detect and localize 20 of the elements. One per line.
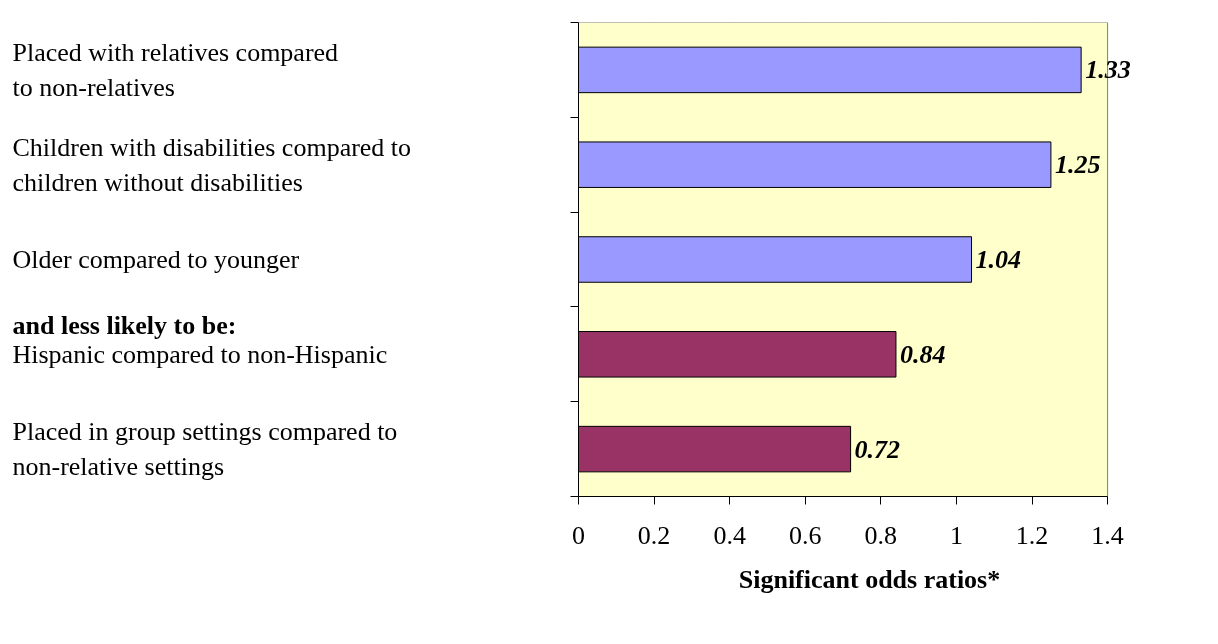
x-tick-label: 1.2 — [1015, 520, 1049, 550]
x-axis-title: Significant odds ratios* — [738, 564, 1001, 594]
x-tick-label: 0.4 — [713, 520, 746, 550]
y-tick-label: Hispanic compared to non-Hispanic — [12, 339, 388, 369]
y-tick-label: Placed in group settings compared to non-relative settings — [12, 417, 398, 481]
x-tick-label: 0 — [572, 520, 585, 550]
y-tick-label: Placed with relatives compared to non-relatives — [12, 38, 339, 102]
data-label: 1.04 — [975, 245, 1022, 274]
x-tick-label: 1 — [949, 520, 963, 550]
y-tick-label: Older compared to younger — [12, 245, 300, 274]
data-label: 0.72 — [854, 434, 901, 464]
data-label: 1.25 — [1054, 150, 1101, 180]
data-label: 1.33 — [1085, 55, 1131, 85]
text: and less likely to be: — [12, 311, 237, 341]
x-tick-label: 0.2 — [637, 520, 671, 550]
x-tick-label: 1.4 — [1091, 520, 1124, 550]
y-tick-label: Children with disabilities compared to children without disabilities — [12, 132, 412, 197]
data-label: 0.84 — [899, 339, 946, 369]
x-tick-label: 0.6 — [789, 520, 822, 550]
x-tick-label: 0.8 — [864, 520, 898, 550]
